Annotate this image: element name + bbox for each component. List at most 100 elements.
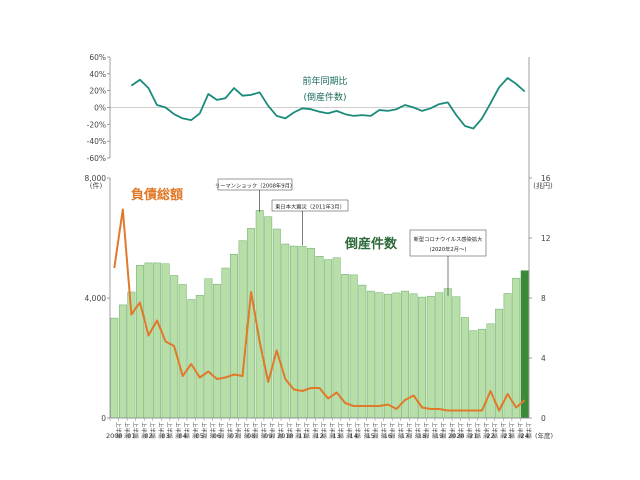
x-year-label: 23 [503,432,511,440]
debt-tick-label: 0 [541,414,546,423]
x-half-label: 上半期 [174,422,182,439]
yoy-panel: 60% 40% 20% 0% -20% -40% -60% 前年同期比 (倒産件数) [87,53,529,163]
annotation-lehman: リーマンショック（2008年9月） [215,182,295,190]
count-bar [118,304,127,419]
x-year-label: 21 [469,432,477,440]
debt-tick-label: 4 [541,354,546,363]
x-half-label: 上半期 [439,422,447,439]
annotation-covid-date: (2020年2月～) [430,245,467,253]
x-half-label: 上半期 [311,422,319,439]
count-bar [469,330,478,419]
x-half-label: 上半期 [525,422,533,439]
x-half-label: 上半期 [499,422,507,439]
x-half-label: 上半期 [465,422,473,439]
x-half-label: 上半期 [234,422,242,439]
yoy-tick-label: 40% [89,70,106,79]
x-half-label: 上半期 [397,422,405,439]
count-bar [178,284,187,419]
x-half-label: 上半期 [114,422,122,439]
count-bar [495,308,504,419]
x-half-label: 上半期 [388,422,396,439]
yoy-tick-label: 0% [94,104,106,113]
x-half-label: 上半期 [422,422,430,439]
count-tick-label: 8,000 [85,174,107,183]
x-year-label: 03 [161,432,169,440]
annotations: リーマンショック（2008年9月） 東日本大震災（2011年3月） 新型コロナウイル… [215,178,487,296]
x-half-label: 上半期 [337,422,345,439]
yoy-line [130,77,526,130]
annotation-box [217,178,293,191]
count-bar [298,246,307,419]
x-half-label: 上半期 [431,422,439,439]
annotation-quake: 東日本大震災（2011年3月） [275,203,345,211]
yoy-tick-label: -40% [87,137,106,146]
x-year-label: 09 [264,432,272,440]
x-half-label: 上半期 [243,422,251,439]
yoy-tick-label: 60% [89,53,106,62]
x-year-label: 06 [213,432,221,440]
count-bar [255,210,264,419]
count-bar [230,253,238,419]
x-half-label: 上半期 [456,422,464,439]
count-bar [264,216,273,419]
count-bar [512,277,521,419]
count-series-label: 倒産件数 [344,236,398,252]
count-bar [366,290,375,419]
x-half-label: 上半期 [482,422,490,439]
count-bar [187,299,196,419]
x-half-label: 上半期 [277,422,285,439]
yoy-subtitle: (倒産件数) [303,91,346,103]
x-half-label: 上半期 [225,422,233,439]
count-tick-label: 4,000 [85,294,107,303]
x-year-label: 16 [384,432,392,440]
x-half-label: 上半期 [157,422,165,439]
yoy-title: 前年同期比 [302,75,347,87]
x-year-label: 01 [127,432,135,440]
x-half-label: 上半期 [251,422,259,439]
debt-series [113,208,526,412]
count-bar [520,270,529,419]
x-half-label: 上半期 [208,422,216,439]
x-year-label: 15 [367,432,375,440]
x-half-label: 上半期 [345,422,353,439]
x-year-label: 19 [435,432,443,440]
count-bar [289,245,298,419]
yoy-tick-label: -60% [87,154,106,163]
x-half-label: 上半期 [405,422,413,439]
x-year-label: 08 [247,432,255,440]
count-bar [426,295,435,419]
annotation-box [271,199,349,212]
x-year-label: 02 [144,432,152,440]
count-bar [144,262,153,419]
x-year-label: 22 [486,432,494,440]
count-bar [383,293,392,419]
x-half-label: 上半期 [217,422,225,439]
x-year-label: 12 [315,432,323,440]
x-half-label: 上半期 [371,422,379,439]
count-bar [358,284,367,419]
count-bar [315,256,324,419]
count-bar [341,274,350,419]
x-half-label: 上半期 [285,422,293,439]
count-bar [443,288,452,419]
count-bar [392,292,401,419]
x-half-label: 上半期 [508,422,516,439]
x-half-label: 上半期 [166,422,174,439]
x-half-label: 上半期 [260,422,268,439]
count-bar [110,317,119,419]
count-bar [136,265,144,419]
count-bar [195,295,204,419]
annotation-box [409,229,487,257]
x-year-label: 07 [230,432,238,440]
count-bar [272,228,281,419]
debt-series-label: 負債総額 [131,187,183,203]
x-year-label: 18 [418,432,426,440]
count-bar [349,274,358,419]
x-half-label: 上半期 [362,422,370,439]
x-unit: (年度) [535,431,553,440]
x-year-label: 14 [350,432,358,440]
x-year-label: 13 [332,432,340,440]
count-axis-title: (件) [90,181,103,190]
